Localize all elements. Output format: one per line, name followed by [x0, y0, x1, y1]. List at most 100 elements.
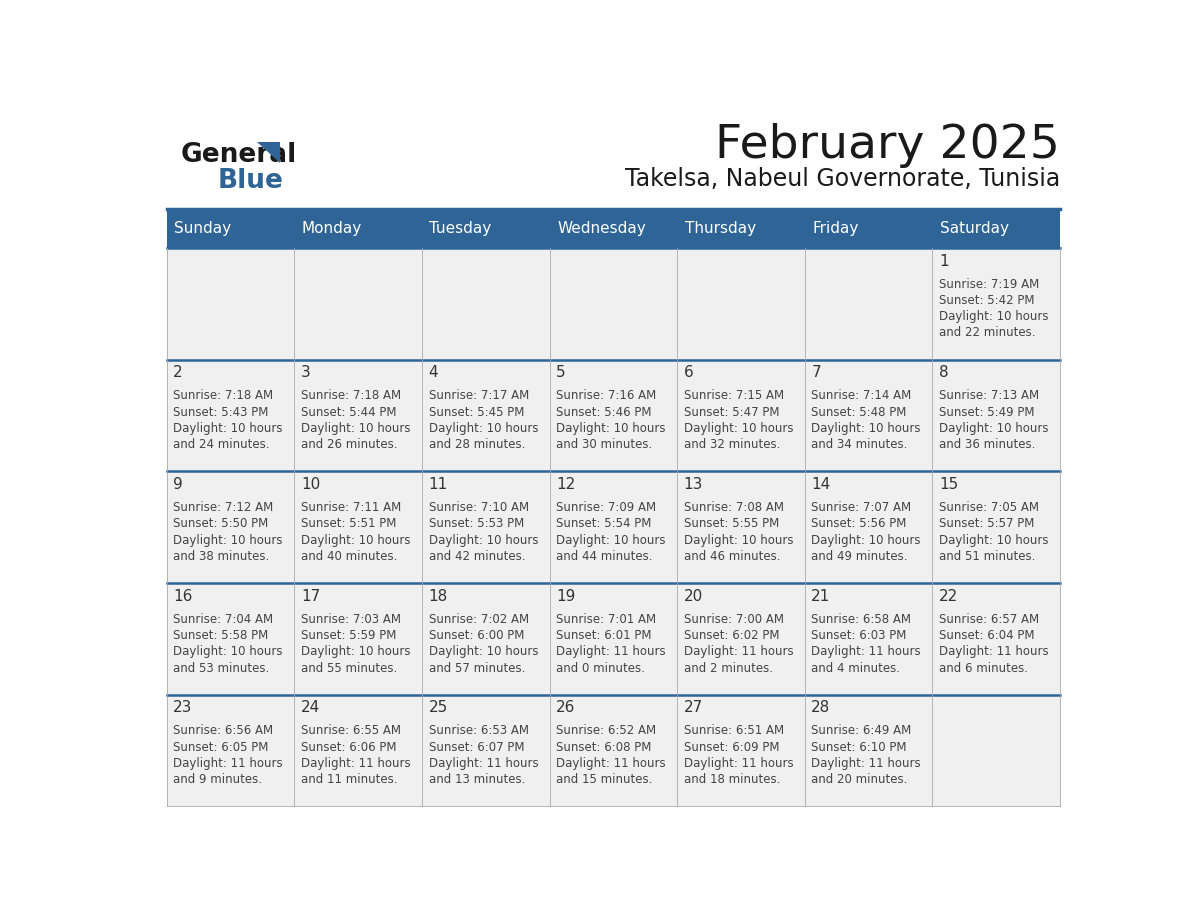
- Text: Sunset: 5:46 PM: Sunset: 5:46 PM: [556, 406, 651, 419]
- Text: and 15 minutes.: and 15 minutes.: [556, 773, 652, 786]
- Text: and 22 minutes.: and 22 minutes.: [939, 327, 1036, 340]
- Text: 5: 5: [556, 365, 565, 380]
- Text: Sunset: 5:47 PM: Sunset: 5:47 PM: [683, 406, 779, 419]
- Text: Sunrise: 7:12 AM: Sunrise: 7:12 AM: [173, 501, 273, 514]
- Text: 22: 22: [939, 588, 958, 604]
- Text: Sunset: 5:51 PM: Sunset: 5:51 PM: [301, 518, 397, 531]
- Text: Sunrise: 6:49 AM: Sunrise: 6:49 AM: [811, 724, 911, 737]
- Text: 11: 11: [429, 477, 448, 492]
- Text: and 49 minutes.: and 49 minutes.: [811, 550, 908, 563]
- Bar: [804, 360, 933, 471]
- Text: Daylight: 11 hours: Daylight: 11 hours: [429, 757, 538, 770]
- Text: 19: 19: [556, 588, 575, 604]
- Bar: [677, 360, 804, 471]
- Text: and 13 minutes.: and 13 minutes.: [429, 773, 525, 786]
- Text: 17: 17: [301, 588, 321, 604]
- Text: Sunrise: 7:13 AM: Sunrise: 7:13 AM: [939, 389, 1040, 402]
- Text: Sunrise: 7:02 AM: Sunrise: 7:02 AM: [429, 612, 529, 626]
- Text: Sunrise: 7:07 AM: Sunrise: 7:07 AM: [811, 501, 911, 514]
- Bar: [295, 360, 422, 471]
- Text: Sunrise: 7:15 AM: Sunrise: 7:15 AM: [683, 389, 784, 402]
- Text: Daylight: 11 hours: Daylight: 11 hours: [556, 645, 665, 658]
- Bar: [804, 471, 933, 583]
- Text: and 11 minutes.: and 11 minutes.: [301, 773, 398, 786]
- Bar: [933, 248, 1060, 360]
- Text: Daylight: 11 hours: Daylight: 11 hours: [173, 757, 283, 770]
- Text: and 34 minutes.: and 34 minutes.: [811, 438, 908, 451]
- Bar: [295, 583, 422, 695]
- Text: Daylight: 10 hours: Daylight: 10 hours: [429, 422, 538, 435]
- Text: Daylight: 11 hours: Daylight: 11 hours: [301, 757, 411, 770]
- Text: 24: 24: [301, 700, 321, 715]
- Bar: [933, 471, 1060, 583]
- Text: General: General: [181, 142, 297, 168]
- Text: Sunrise: 7:01 AM: Sunrise: 7:01 AM: [556, 612, 656, 626]
- Text: Sunset: 5:58 PM: Sunset: 5:58 PM: [173, 629, 268, 642]
- Text: 25: 25: [429, 700, 448, 715]
- Text: 3: 3: [301, 365, 311, 380]
- Text: Sunrise: 7:14 AM: Sunrise: 7:14 AM: [811, 389, 911, 402]
- Bar: [677, 695, 804, 806]
- Text: Daylight: 11 hours: Daylight: 11 hours: [556, 757, 665, 770]
- Text: Sunrise: 6:57 AM: Sunrise: 6:57 AM: [939, 612, 1040, 626]
- Text: Sunrise: 7:18 AM: Sunrise: 7:18 AM: [301, 389, 402, 402]
- Text: and 40 minutes.: and 40 minutes.: [301, 550, 397, 563]
- Bar: [166, 583, 295, 695]
- Text: Daylight: 10 hours: Daylight: 10 hours: [429, 645, 538, 658]
- Text: Daylight: 10 hours: Daylight: 10 hours: [556, 422, 665, 435]
- Text: 10: 10: [301, 477, 321, 492]
- Bar: [550, 471, 677, 583]
- Text: 28: 28: [811, 700, 830, 715]
- Text: Daylight: 10 hours: Daylight: 10 hours: [939, 422, 1048, 435]
- Bar: [550, 248, 677, 360]
- Text: Daylight: 10 hours: Daylight: 10 hours: [811, 533, 921, 546]
- Text: Daylight: 10 hours: Daylight: 10 hours: [173, 422, 283, 435]
- Text: and 28 minutes.: and 28 minutes.: [429, 438, 525, 451]
- Text: Sunset: 6:06 PM: Sunset: 6:06 PM: [301, 741, 397, 754]
- Text: Daylight: 11 hours: Daylight: 11 hours: [683, 757, 794, 770]
- Text: Sunset: 6:09 PM: Sunset: 6:09 PM: [683, 741, 779, 754]
- Text: and 24 minutes.: and 24 minutes.: [173, 438, 270, 451]
- Text: Wednesday: Wednesday: [557, 221, 646, 236]
- Bar: [422, 695, 550, 806]
- Text: Daylight: 10 hours: Daylight: 10 hours: [683, 422, 794, 435]
- Text: Sunrise: 7:03 AM: Sunrise: 7:03 AM: [301, 612, 400, 626]
- Text: Blue: Blue: [217, 168, 284, 194]
- Text: 26: 26: [556, 700, 575, 715]
- Bar: [422, 471, 550, 583]
- Text: Sunrise: 6:55 AM: Sunrise: 6:55 AM: [301, 724, 400, 737]
- Text: Sunset: 6:08 PM: Sunset: 6:08 PM: [556, 741, 651, 754]
- Bar: [166, 209, 295, 248]
- Text: and 46 minutes.: and 46 minutes.: [683, 550, 781, 563]
- Text: and 26 minutes.: and 26 minutes.: [301, 438, 398, 451]
- Text: Sunset: 5:45 PM: Sunset: 5:45 PM: [429, 406, 524, 419]
- Bar: [677, 471, 804, 583]
- Text: 1: 1: [939, 253, 948, 269]
- Text: 18: 18: [429, 588, 448, 604]
- Text: Thursday: Thursday: [684, 221, 756, 236]
- Text: and 55 minutes.: and 55 minutes.: [301, 662, 397, 675]
- Text: Friday: Friday: [813, 221, 859, 236]
- Text: Takelsa, Nabeul Governorate, Tunisia: Takelsa, Nabeul Governorate, Tunisia: [625, 167, 1060, 191]
- Bar: [933, 360, 1060, 471]
- Bar: [933, 209, 1060, 248]
- Text: Daylight: 10 hours: Daylight: 10 hours: [811, 422, 921, 435]
- Bar: [550, 360, 677, 471]
- Text: Daylight: 10 hours: Daylight: 10 hours: [556, 533, 665, 546]
- Text: 12: 12: [556, 477, 575, 492]
- Text: Sunset: 5:44 PM: Sunset: 5:44 PM: [301, 406, 397, 419]
- Text: Sunset: 5:57 PM: Sunset: 5:57 PM: [939, 518, 1035, 531]
- Text: 8: 8: [939, 365, 948, 380]
- Text: 13: 13: [683, 477, 703, 492]
- Bar: [804, 695, 933, 806]
- Text: and 44 minutes.: and 44 minutes.: [556, 550, 652, 563]
- Text: February 2025: February 2025: [715, 123, 1060, 168]
- Text: Daylight: 10 hours: Daylight: 10 hours: [173, 533, 283, 546]
- Text: 20: 20: [683, 588, 703, 604]
- Text: Tuesday: Tuesday: [429, 221, 492, 236]
- Text: and 30 minutes.: and 30 minutes.: [556, 438, 652, 451]
- Bar: [295, 471, 422, 583]
- Text: and 9 minutes.: and 9 minutes.: [173, 773, 263, 786]
- Text: Sunset: 6:00 PM: Sunset: 6:00 PM: [429, 629, 524, 642]
- Text: Sunset: 6:01 PM: Sunset: 6:01 PM: [556, 629, 651, 642]
